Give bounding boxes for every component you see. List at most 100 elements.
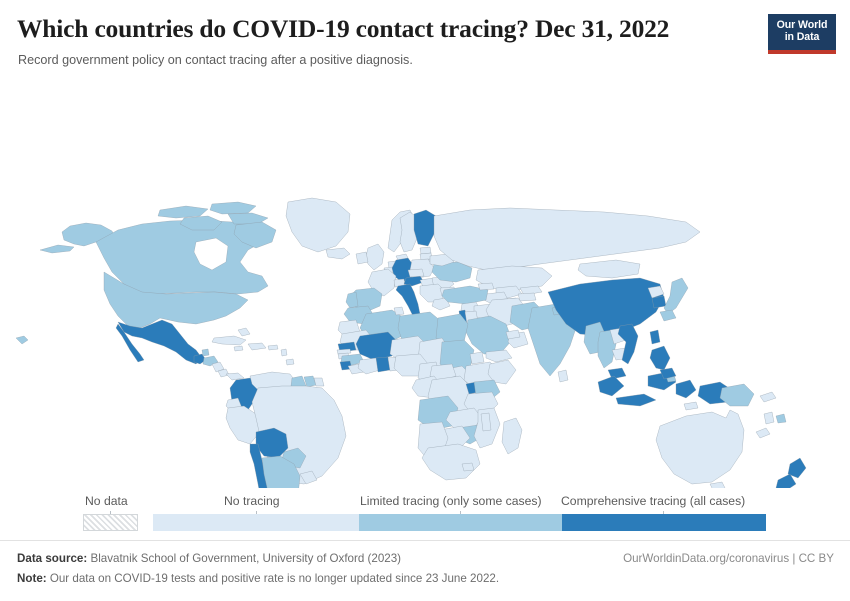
legend-scale-bar[interactable] [153, 514, 766, 531]
country-malaysia[interactable] [607, 367, 627, 380]
country-new-zealand[interactable] [787, 457, 807, 479]
country-fiji[interactable] [775, 413, 787, 424]
country-uae[interactable] [505, 329, 521, 340]
country-ghana[interactable] [375, 356, 391, 373]
country-tajikistan[interactable] [517, 292, 537, 302]
legend-label-no-data: No data [85, 494, 128, 508]
chart-footer: Data source: Blavatnik School of Governm… [0, 540, 850, 601]
country-new-caledonia[interactable] [755, 427, 771, 439]
country-nicaragua[interactable] [211, 361, 225, 373]
legend-label-comprehensive-tracing: Comprehensive tracing (all cases) [561, 494, 746, 508]
footer-source-label: Data source: [17, 552, 88, 565]
footer-data-source: Data source: Blavatnik School of Governm… [17, 552, 401, 565]
legend-label-no-tracing: No tracing [224, 494, 280, 508]
country-sweden[interactable] [399, 211, 419, 253]
country-baffin-island[interactable] [233, 221, 277, 249]
country-vietnam[interactable] [617, 323, 639, 365]
country-philippines-south[interactable] [659, 367, 677, 380]
country-yemen[interactable] [485, 349, 513, 363]
country-canada-arctic-2[interactable] [209, 201, 257, 215]
country-argentina[interactable] [261, 455, 301, 488]
country-aleutians[interactable] [39, 244, 75, 254]
country-sri-lanka[interactable] [557, 369, 569, 383]
country-kyrgyzstan[interactable] [519, 285, 543, 296]
country-tasmania[interactable] [709, 481, 726, 488]
country-greece[interactable] [431, 297, 451, 311]
country-madagascar[interactable] [501, 417, 523, 455]
country-eritrea[interactable] [469, 351, 485, 365]
country-canada-arctic-3[interactable] [227, 212, 269, 225]
country-timor[interactable] [683, 401, 699, 411]
country-japan-south[interactable] [659, 309, 677, 322]
country-philippines[interactable] [649, 345, 671, 371]
country-puerto-rico[interactable] [267, 344, 279, 351]
country-panama[interactable] [225, 372, 245, 381]
country-indonesia-java[interactable] [615, 393, 657, 407]
country-portugal[interactable] [345, 291, 359, 309]
country-georgia[interactable] [477, 282, 495, 291]
legend-swatch-limited-tracing[interactable] [358, 514, 563, 531]
world-choropleth-map[interactable] [0, 92, 850, 488]
country-vanuatu[interactable] [763, 411, 775, 425]
country-south-korea[interactable] [651, 295, 667, 309]
country-estonia[interactable] [419, 246, 432, 255]
map-countries [15, 197, 807, 488]
country-lesotho[interactable] [461, 462, 475, 472]
country-iceland[interactable] [325, 247, 351, 260]
country-greenland[interactable] [285, 197, 351, 253]
country-uruguay[interactable] [299, 470, 318, 485]
legend-label-limited-tracing: Limited tracing (only some cases) [360, 494, 542, 508]
logo-line-1: Our World [776, 19, 828, 32]
footer-attribution-link[interactable]: OurWorldinData.org/coronavirus | CC BY [623, 552, 834, 565]
legend-tick-no-tracing [256, 511, 257, 516]
country-south-africa[interactable] [421, 443, 481, 481]
country-baja-california[interactable] [115, 323, 145, 363]
country-lesser-antilles[interactable] [280, 348, 288, 357]
country-united-states[interactable] [103, 271, 249, 329]
country-mongolia[interactable] [577, 259, 641, 279]
country-belize[interactable] [201, 348, 210, 357]
country-papua-new-guinea[interactable] [719, 383, 755, 407]
country-czechia[interactable] [407, 268, 425, 278]
country-french-guiana[interactable] [313, 377, 325, 387]
country-gambia[interactable] [336, 348, 352, 355]
country-japan[interactable] [663, 277, 689, 315]
legend-swatch-no-tracing[interactable] [153, 514, 359, 531]
country-trinidad[interactable] [285, 358, 295, 366]
legend-swatch-no-data[interactable] [83, 514, 138, 531]
country-hispaniola[interactable] [247, 342, 267, 351]
legend-swatch-comprehensive-tracing[interactable] [562, 514, 766, 531]
country-somalia[interactable] [487, 359, 517, 385]
legend-tick-comprehensive-tracing [663, 511, 664, 516]
country-china[interactable] [547, 277, 665, 337]
country-guatemala[interactable] [193, 353, 207, 365]
country-taiwan[interactable] [649, 329, 661, 345]
country-victoria-island[interactable] [179, 215, 223, 231]
country-australia[interactable] [655, 409, 745, 485]
page-title: Which countries do COVID-19 contact trac… [17, 14, 670, 43]
country-united-kingdom[interactable] [365, 243, 385, 271]
country-finland[interactable] [413, 209, 437, 247]
country-jamaica[interactable] [233, 345, 244, 352]
country-tunisia[interactable] [393, 306, 405, 316]
country-cuba[interactable] [211, 335, 247, 346]
country-indonesia-sulawesi[interactable] [675, 379, 697, 399]
country-new-zealand-south[interactable] [775, 473, 797, 488]
map-legend: No data No tracing Limited tracing (only… [0, 494, 850, 540]
country-ivory-coast[interactable] [357, 357, 381, 375]
country-north-korea[interactable] [647, 285, 665, 299]
country-hawaii[interactable] [15, 335, 29, 345]
footer-note: Note: Our data on COVID-19 tests and pos… [17, 572, 499, 585]
country-malawi[interactable] [480, 412, 492, 432]
country-russia[interactable] [433, 207, 701, 271]
hudson-bay [193, 237, 229, 271]
country-solomon-islands[interactable] [759, 391, 777, 403]
our-world-in-data-logo[interactable]: Our World in Data [768, 14, 836, 54]
country-ireland[interactable] [355, 251, 369, 265]
logo-line-2: in Data [784, 31, 820, 43]
country-bahamas[interactable] [237, 327, 251, 337]
chart-header: Which countries do COVID-19 contact trac… [0, 0, 850, 92]
country-kazakhstan[interactable] [475, 265, 553, 291]
country-canada-arctic-1[interactable] [157, 205, 209, 219]
country-indonesia-sumatra[interactable] [597, 375, 625, 397]
